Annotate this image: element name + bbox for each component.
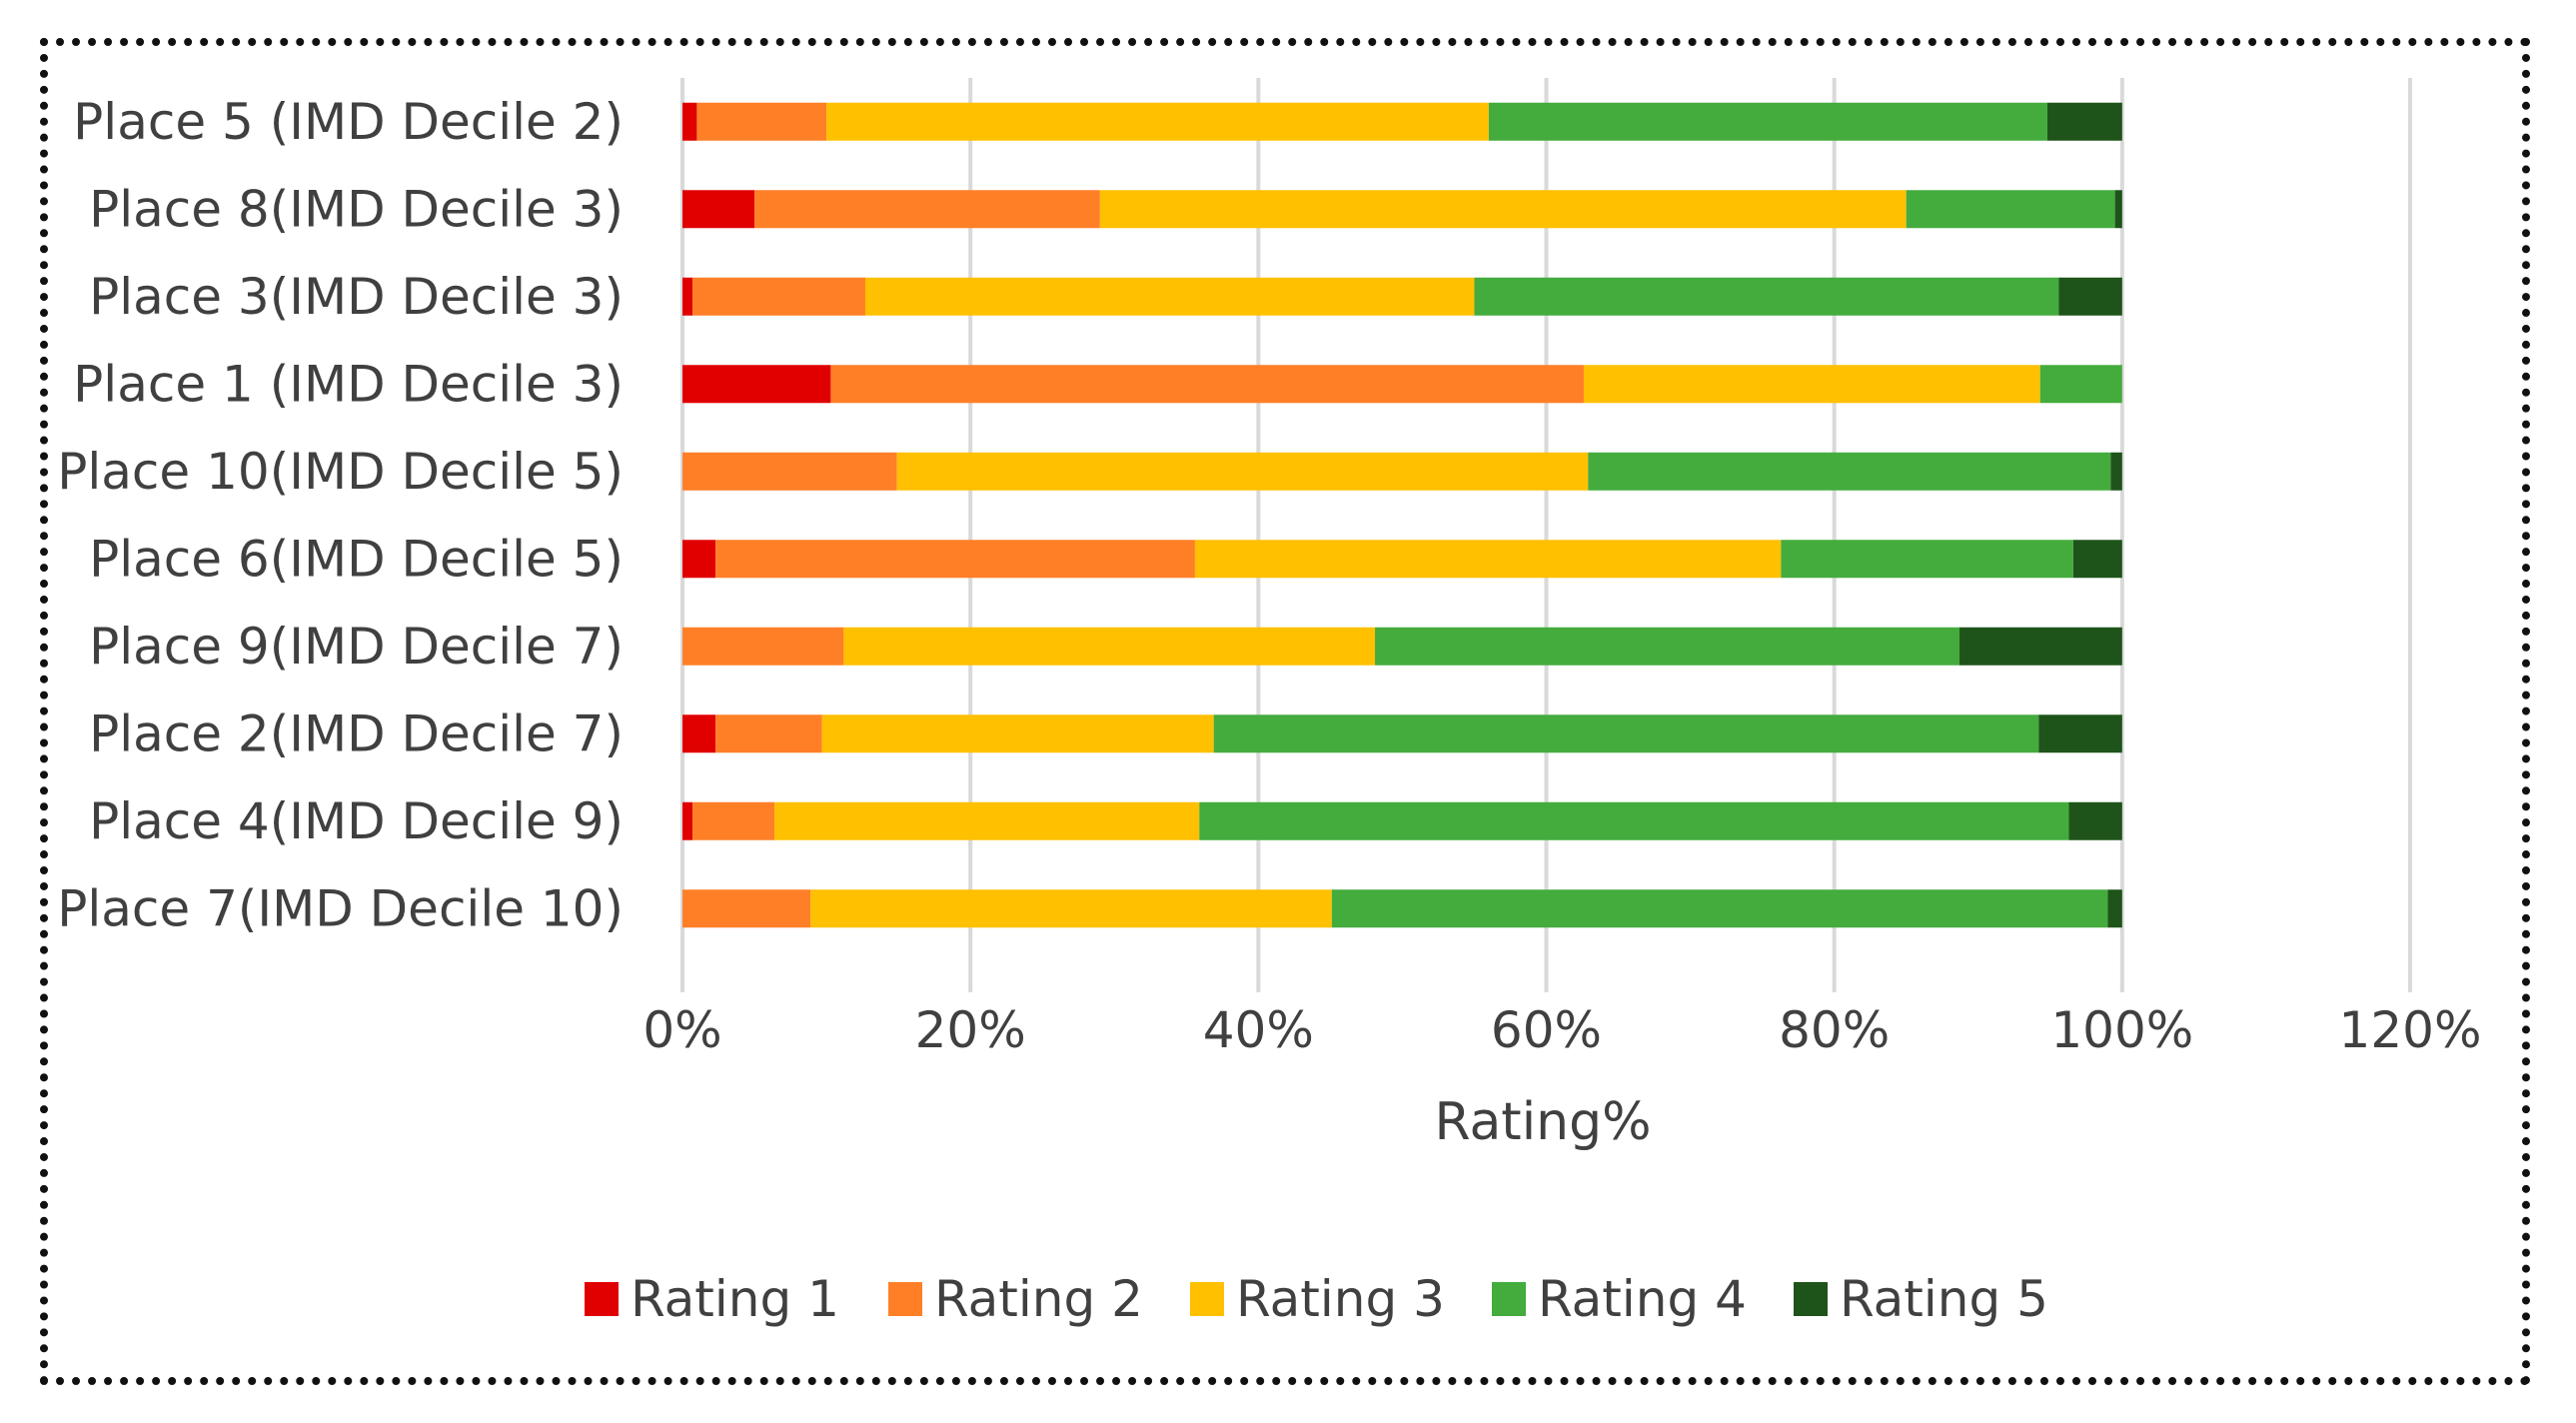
- bar-segment-rating-3: [821, 714, 1214, 753]
- legend-swatch: [1794, 1282, 1828, 1316]
- bar-segment-rating-5: [2046, 102, 2122, 141]
- bar-segment-rating-5: [1959, 627, 2122, 666]
- bar-segment-rating-3: [1194, 540, 1782, 579]
- bar-segment-rating-3: [1099, 190, 1907, 229]
- bar-segment-rating-1: [682, 190, 755, 229]
- legend: Rating 1 Rating 2 Rating 3 Rating 4 Rating 5: [585, 1270, 2048, 1328]
- bar-segment-rating-3: [864, 277, 1475, 316]
- bar-segment-rating-5: [2068, 801, 2122, 840]
- bar-segment-rating-4: [1906, 190, 2115, 229]
- bar-segment-rating-2: [754, 190, 1100, 229]
- x-tick-label: 0%: [643, 1001, 721, 1059]
- category-labels: Place 5 (IMD Decile 2) Place 8(IMD Decile…: [57, 93, 624, 938]
- bar-segment-rating-4: [1199, 801, 2069, 840]
- x-axis-title: Rating%: [1434, 1092, 1651, 1152]
- bar-segment-rating-4: [1781, 540, 2073, 579]
- x-tick-label: 40%: [1203, 1001, 1314, 1059]
- x-tick-labels: 0% 20% 40% 60% 80% 100% 120%: [643, 1001, 2481, 1059]
- category-label: Place 8(IMD Decile 3): [89, 180, 624, 238]
- category-label: Place 5 (IMD Decile 2): [73, 93, 624, 151]
- category-label: Place 9(IMD Decile 7): [89, 618, 624, 676]
- bars: [682, 102, 2122, 928]
- bar-segment-rating-4: [1588, 452, 2111, 491]
- category-label: Place 4(IMD Decile 9): [89, 792, 624, 850]
- legend-swatch: [888, 1282, 922, 1316]
- bar-segment-rating-2: [830, 365, 1584, 404]
- bar-segment-rating-5: [2110, 452, 2122, 491]
- bar-segment-rating-4: [1213, 714, 2039, 753]
- legend-swatch: [1492, 1282, 1526, 1316]
- bar-segment-rating-3: [1583, 365, 2040, 404]
- legend-label: Rating 2: [934, 1270, 1143, 1328]
- legend-swatch: [1190, 1282, 1224, 1316]
- bar-segment-rating-5: [2114, 190, 2122, 229]
- legend-label: Rating 1: [631, 1270, 839, 1328]
- bar-segment-rating-3: [774, 801, 1200, 840]
- bar-segment-rating-4: [1331, 889, 2108, 928]
- bar-segment-rating-3: [810, 889, 1332, 928]
- bar-segment-rating-2: [696, 102, 827, 141]
- bar-segment-rating-2: [682, 452, 897, 491]
- bar-segment-rating-1: [682, 277, 693, 316]
- category-label: Place 2(IMD Decile 7): [89, 705, 624, 762]
- x-tick-label: 80%: [1779, 1001, 1890, 1059]
- bar-segment-rating-4: [1375, 627, 1960, 666]
- bar-segment-rating-1: [682, 714, 716, 753]
- category-label: Place 7(IMD Decile 10): [57, 879, 624, 937]
- bar-segment-rating-1: [682, 365, 831, 404]
- bar-segment-rating-2: [715, 540, 1195, 579]
- bar-segment-rating-5: [2072, 540, 2122, 579]
- legend-label: Rating 4: [1538, 1270, 1747, 1328]
- category-label: Place 3(IMD Decile 3): [89, 268, 624, 326]
- bar-segment-rating-2: [682, 889, 811, 928]
- bar-segment-rating-1: [682, 801, 693, 840]
- bar-segment-rating-2: [715, 714, 822, 753]
- bar-segment-rating-5: [2038, 714, 2122, 753]
- legend-swatch: [585, 1282, 619, 1316]
- bar-segment-rating-5: [2058, 277, 2122, 316]
- bar-segment-rating-4: [1488, 102, 2047, 141]
- chart-border: [40, 38, 2530, 1385]
- legend-label: Rating 3: [1236, 1270, 1445, 1328]
- x-tick-label: 120%: [2339, 1001, 2482, 1059]
- bar-segment-rating-2: [692, 277, 865, 316]
- category-label: Place 6(IMD Decile 5): [89, 530, 624, 588]
- bar-segment-rating-1: [682, 102, 697, 141]
- bar-segment-rating-3: [896, 452, 1589, 491]
- x-tick-label: 20%: [915, 1001, 1026, 1059]
- bar-segment-rating-2: [692, 801, 775, 840]
- bar-segment-rating-4: [2039, 365, 2122, 404]
- bar-segment-rating-5: [2107, 889, 2122, 928]
- bar-segment-rating-4: [1474, 277, 2059, 316]
- category-label: Place 1 (IMD Decile 3): [73, 355, 624, 413]
- bar-segment-rating-3: [843, 627, 1376, 666]
- bar-segment-rating-2: [682, 627, 844, 666]
- bar-segment-rating-3: [826, 102, 1489, 141]
- x-tick-label: 100%: [2050, 1001, 2193, 1059]
- bar-segment-rating-1: [682, 540, 716, 579]
- category-label: Place 10(IMD Decile 5): [57, 443, 624, 501]
- legend-label: Rating 5: [1840, 1270, 2048, 1328]
- x-tick-label: 60%: [1491, 1001, 1602, 1059]
